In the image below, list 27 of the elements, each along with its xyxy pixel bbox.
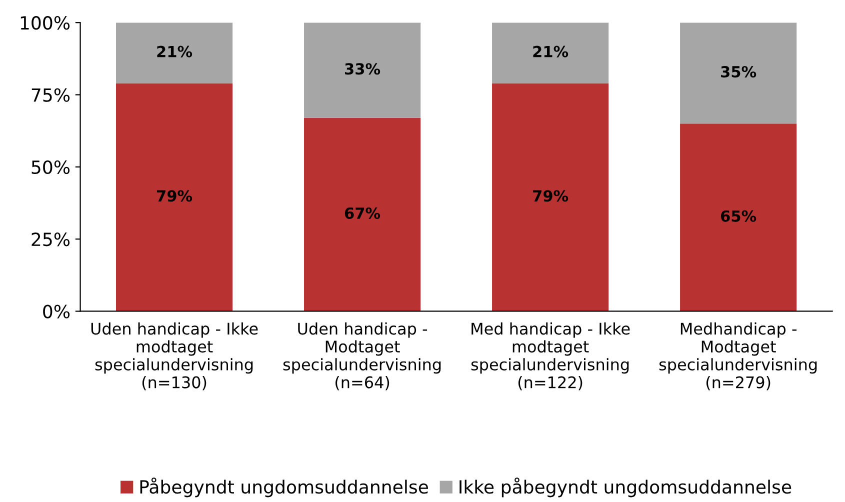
data-label: 33% <box>345 63 380 75</box>
x-tick-label: Medhandicap - Modtaget specialundervisning (n=279) <box>659 322 817 390</box>
bar <box>304 118 421 312</box>
bar <box>680 124 797 312</box>
legend-label: Ikke påbegyndt ungdomsuddannelse <box>460 478 792 498</box>
bar <box>304 22 421 118</box>
data-label: 79% <box>533 190 568 202</box>
y-tick-label: 75% <box>32 88 70 102</box>
data-label: 21% <box>533 46 568 58</box>
y-tick-label: 50% <box>32 160 70 174</box>
bar <box>116 22 233 84</box>
data-label: 65% <box>720 210 756 222</box>
x-tick-label: Med handicap - Ikke modtaget specialundervisning (n=122) <box>471 322 630 390</box>
bar <box>680 22 797 124</box>
bar <box>116 83 233 312</box>
y-tick-label: 25% <box>32 232 70 246</box>
x-tick-label: Uden handicap - Ikke modtaget specialundervisning (n=130) <box>91 322 258 390</box>
data-label: 21% <box>157 46 192 58</box>
x-tick-label: Uden handicap - Modtaget specialundervisning (n=64) <box>283 322 441 390</box>
bar <box>492 22 609 84</box>
legend-label: Påbegyndt ungdomsuddannelse <box>140 478 428 498</box>
y-tick-label: 100% <box>20 16 70 30</box>
bar <box>492 83 609 312</box>
data-label: 67% <box>344 207 380 219</box>
data-label: 35% <box>721 66 756 78</box>
y-tick-label: 0% <box>43 304 70 318</box>
data-label: 79% <box>157 190 192 202</box>
